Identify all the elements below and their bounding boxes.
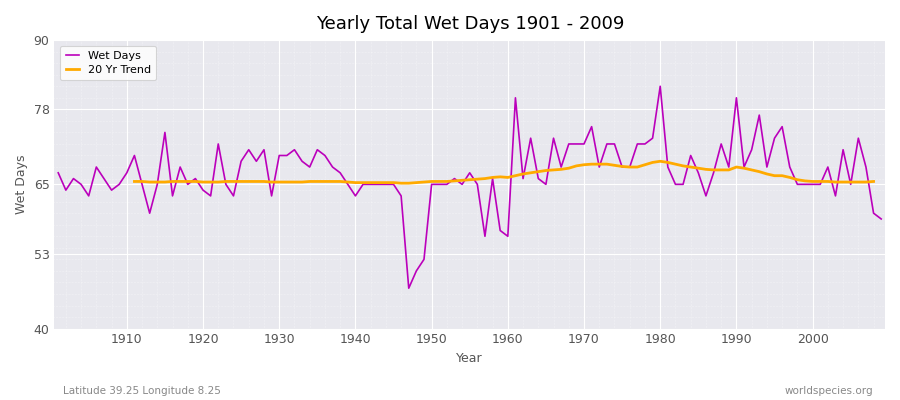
20 Yr Trend [487, 175, 498, 180]
Text: worldspecies.org: worldspecies.org [785, 386, 873, 396]
Wet Days [655, 84, 666, 89]
Wet Days [282, 153, 292, 158]
Wet Days [502, 234, 513, 239]
X-axis label: Year: Year [456, 352, 483, 365]
Wet Days [876, 216, 886, 221]
20 Yr Trend [190, 179, 201, 184]
20 Yr Trend [708, 168, 719, 172]
Wet Days [403, 286, 414, 290]
Line: 20 Yr Trend: 20 Yr Trend [134, 161, 874, 183]
Title: Yearly Total Wet Days 1901 - 2009: Yearly Total Wet Days 1901 - 2009 [316, 15, 624, 33]
20 Yr Trend [175, 179, 185, 184]
Wet Days [510, 96, 521, 100]
Y-axis label: Wet Days: Wet Days [15, 154, 28, 214]
Wet Days [601, 142, 612, 146]
Wet Days [327, 165, 338, 170]
20 Yr Trend [548, 168, 559, 172]
20 Yr Trend [655, 159, 666, 164]
20 Yr Trend [601, 162, 612, 166]
Line: Wet Days: Wet Days [58, 86, 881, 288]
Text: Latitude 39.25 Longitude 8.25: Latitude 39.25 Longitude 8.25 [63, 386, 220, 396]
20 Yr Trend [129, 179, 140, 184]
Legend: Wet Days, 20 Yr Trend: Wet Days, 20 Yr Trend [60, 46, 157, 80]
Wet Days [53, 170, 64, 175]
20 Yr Trend [396, 181, 407, 186]
20 Yr Trend [868, 179, 879, 184]
Wet Days [113, 182, 124, 187]
